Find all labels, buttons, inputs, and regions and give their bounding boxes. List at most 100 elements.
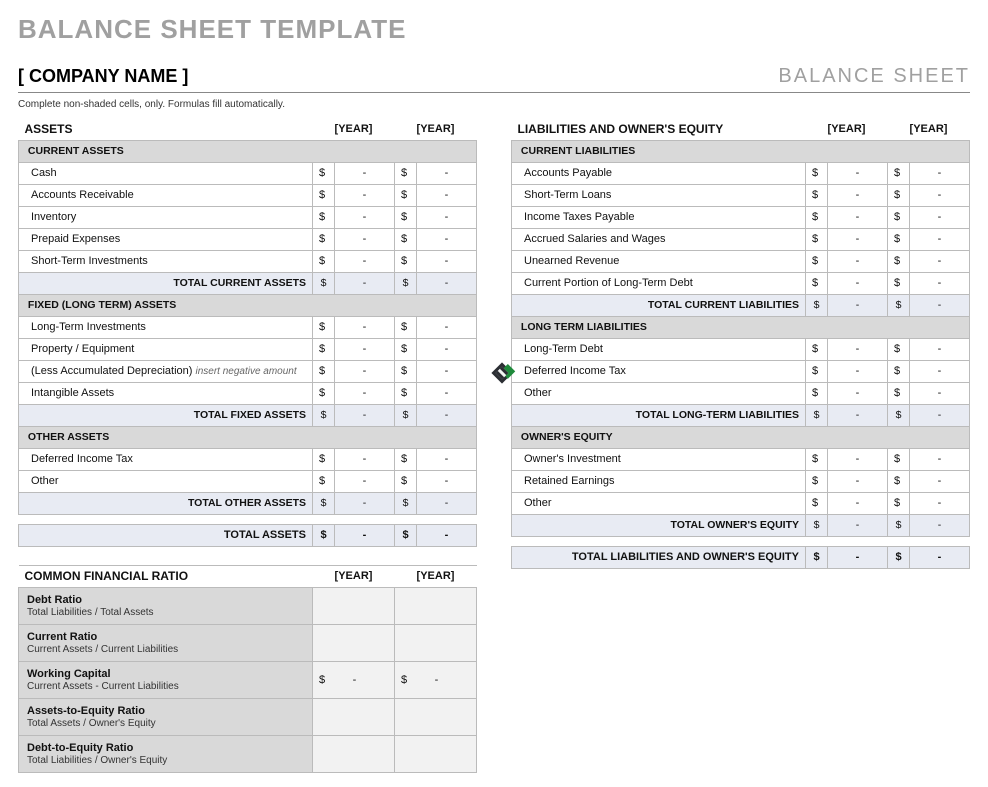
currency-cell[interactable]: $: [888, 492, 910, 514]
value-cell[interactable]: -: [828, 492, 888, 514]
currency-cell[interactable]: $: [888, 228, 910, 250]
year-header[interactable]: [YEAR]: [313, 118, 395, 140]
currency-cell[interactable]: $: [806, 250, 828, 272]
currency-cell[interactable]: $: [395, 162, 417, 184]
value-cell[interactable]: -: [417, 250, 477, 272]
value-cell[interactable]: -: [828, 338, 888, 360]
value-cell[interactable]: -: [910, 228, 970, 250]
value-cell[interactable]: -: [828, 206, 888, 228]
currency-cell[interactable]: $: [313, 228, 335, 250]
value-cell[interactable]: -: [335, 316, 395, 338]
currency-cell[interactable]: $: [313, 338, 335, 360]
currency-cell[interactable]: $: [395, 338, 417, 360]
currency-cell[interactable]: $: [806, 448, 828, 470]
currency-cell[interactable]: $: [313, 250, 335, 272]
value-cell[interactable]: -: [910, 206, 970, 228]
currency-cell[interactable]: $: [395, 184, 417, 206]
value-cell[interactable]: -: [910, 250, 970, 272]
value-cell[interactable]: -: [910, 184, 970, 206]
value-cell[interactable]: -: [335, 360, 395, 382]
value-cell[interactable]: -: [910, 382, 970, 404]
currency-cell[interactable]: $: [888, 448, 910, 470]
value-cell[interactable]: -: [335, 184, 395, 206]
currency-cell[interactable]: $: [806, 184, 828, 206]
value-cell[interactable]: -: [335, 338, 395, 360]
currency-cell[interactable]: $: [888, 360, 910, 382]
currency-cell[interactable]: $: [395, 228, 417, 250]
currency-cell[interactable]: $: [888, 184, 910, 206]
value-cell[interactable]: -: [910, 360, 970, 382]
value-cell[interactable]: -: [335, 228, 395, 250]
year-header[interactable]: [YEAR]: [313, 565, 395, 587]
value-cell[interactable]: -: [417, 338, 477, 360]
value-cell[interactable]: -: [828, 184, 888, 206]
currency-cell[interactable]: $: [313, 206, 335, 228]
value-cell[interactable]: -: [828, 162, 888, 184]
value-cell[interactable]: -: [417, 316, 477, 338]
year-header[interactable]: [YEAR]: [888, 118, 970, 140]
value-cell[interactable]: -: [910, 448, 970, 470]
value-cell[interactable]: -: [417, 470, 477, 492]
currency-cell[interactable]: $: [888, 206, 910, 228]
currency-cell[interactable]: $: [313, 448, 335, 470]
value-cell[interactable]: -: [910, 162, 970, 184]
value-cell[interactable]: -: [335, 162, 395, 184]
currency-cell[interactable]: $: [395, 360, 417, 382]
value-cell[interactable]: -: [910, 338, 970, 360]
currency-cell[interactable]: $: [806, 338, 828, 360]
currency-cell[interactable]: $: [888, 470, 910, 492]
company-name[interactable]: [ COMPANY NAME ]: [18, 66, 188, 87]
currency-cell[interactable]: $: [395, 316, 417, 338]
currency-cell[interactable]: $: [313, 360, 335, 382]
currency-cell[interactable]: $: [888, 382, 910, 404]
value-cell[interactable]: -: [417, 382, 477, 404]
value-cell[interactable]: -: [417, 206, 477, 228]
value-cell[interactable]: -: [417, 448, 477, 470]
value-cell[interactable]: -: [828, 448, 888, 470]
value-cell[interactable]: -: [828, 470, 888, 492]
value-cell[interactable]: -: [335, 206, 395, 228]
currency-cell[interactable]: $: [806, 470, 828, 492]
currency-cell[interactable]: $: [395, 470, 417, 492]
value-cell[interactable]: -: [417, 162, 477, 184]
currency-cell[interactable]: $: [888, 272, 910, 294]
currency-cell[interactable]: $: [888, 250, 910, 272]
value-cell[interactable]: -: [910, 272, 970, 294]
currency-cell[interactable]: $: [806, 272, 828, 294]
currency-cell[interactable]: $: [395, 382, 417, 404]
currency-cell[interactable]: $: [395, 448, 417, 470]
value-cell[interactable]: -: [417, 184, 477, 206]
currency-cell[interactable]: $: [806, 360, 828, 382]
currency-cell[interactable]: $: [395, 206, 417, 228]
currency-cell[interactable]: $: [313, 316, 335, 338]
currency-cell[interactable]: $: [888, 338, 910, 360]
value-cell[interactable]: -: [828, 228, 888, 250]
year-header[interactable]: [YEAR]: [395, 565, 477, 587]
currency-cell[interactable]: $: [313, 470, 335, 492]
value-cell[interactable]: -: [828, 360, 888, 382]
value-cell[interactable]: -: [417, 360, 477, 382]
currency-cell[interactable]: $: [313, 382, 335, 404]
currency-cell[interactable]: $: [313, 162, 335, 184]
value-cell[interactable]: -: [335, 448, 395, 470]
value-cell[interactable]: -: [335, 250, 395, 272]
currency-cell[interactable]: $: [395, 250, 417, 272]
value-cell[interactable]: -: [828, 382, 888, 404]
currency-cell[interactable]: $: [806, 228, 828, 250]
value-cell[interactable]: -: [335, 470, 395, 492]
value-cell[interactable]: -: [417, 228, 477, 250]
currency-cell[interactable]: $: [806, 382, 828, 404]
value-cell[interactable]: -: [828, 272, 888, 294]
year-header[interactable]: [YEAR]: [806, 118, 888, 140]
currency-cell[interactable]: $: [888, 162, 910, 184]
value-cell[interactable]: -: [828, 250, 888, 272]
currency-cell[interactable]: $: [313, 184, 335, 206]
currency-cell[interactable]: $: [806, 206, 828, 228]
currency-cell[interactable]: $: [806, 162, 828, 184]
value-cell[interactable]: -: [335, 382, 395, 404]
year-header[interactable]: [YEAR]: [395, 118, 477, 140]
value-cell[interactable]: -: [910, 492, 970, 514]
currency-cell[interactable]: $: [806, 492, 828, 514]
value-cell[interactable]: -: [910, 470, 970, 492]
value-cell: -: [828, 294, 888, 316]
